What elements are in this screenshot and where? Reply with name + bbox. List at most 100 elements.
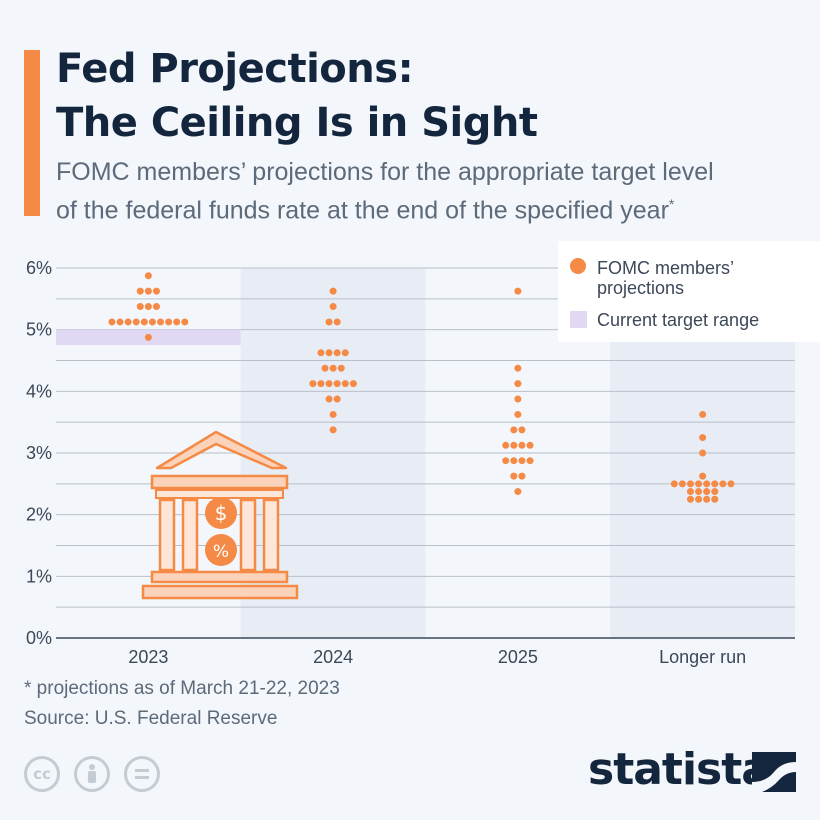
projection-dot — [157, 318, 165, 326]
projection-dot — [136, 287, 144, 295]
projection-dot — [329, 364, 337, 372]
projection-dot — [333, 380, 341, 388]
projection-dot — [325, 395, 333, 403]
projection-dot — [514, 380, 522, 388]
projection-dot — [333, 318, 341, 326]
equals-glyph — [135, 769, 149, 779]
dollar-coin-icon — [205, 497, 237, 529]
chart-title: Fed Projections: The Ceiling Is in Sight — [56, 42, 796, 150]
projection-dot — [108, 318, 116, 326]
subtitle-line-1: FOMC members’ projections for the approp… — [56, 158, 714, 186]
title-line-1: Fed Projections: — [56, 46, 414, 92]
projection-dot — [329, 303, 337, 311]
projection-dot — [349, 380, 357, 388]
statista-logo-icon[interactable] — [752, 752, 796, 792]
projection-dot — [502, 441, 510, 449]
statista-logo[interactable]: statista — [588, 744, 771, 795]
accent-bar — [24, 50, 40, 216]
projection-dot — [518, 441, 526, 449]
projection-dot — [514, 395, 522, 403]
projection-dot — [686, 488, 694, 496]
projection-dot — [678, 480, 686, 488]
projection-dot — [510, 441, 518, 449]
projection-dot — [333, 395, 341, 403]
projection-dot — [699, 434, 707, 442]
projection-dot — [699, 472, 707, 480]
projection-dot — [329, 410, 337, 418]
projection-dot — [144, 303, 152, 311]
projection-dot — [526, 457, 534, 465]
projection-dot — [325, 349, 333, 357]
footnote: * projections as of March 21-22, 2023 — [24, 678, 340, 699]
x-tick-label: 2024 — [313, 647, 353, 667]
projection-dot — [317, 349, 325, 357]
footnote-mark: * — [668, 196, 675, 212]
projection-dot — [514, 364, 522, 372]
y-tick-label: 5% — [26, 320, 52, 340]
projection-dot — [686, 495, 694, 503]
legend-dot-marker — [570, 258, 586, 274]
projection-dot — [518, 457, 526, 465]
projection-dot — [165, 318, 173, 326]
projection-dot — [309, 380, 317, 388]
y-tick-label: 6% — [26, 258, 52, 278]
svg-text:%: % — [213, 542, 229, 562]
projection-dot — [136, 303, 144, 311]
projection-dot — [670, 480, 678, 488]
projection-dot — [510, 457, 518, 465]
x-tick-label: 2025 — [498, 647, 538, 667]
y-tick-label: 3% — [26, 443, 52, 463]
projection-dot — [144, 333, 152, 341]
projection-dot — [321, 364, 329, 372]
projection-dot — [695, 480, 703, 488]
nd-icon[interactable] — [124, 756, 160, 792]
projection-dot — [173, 318, 181, 326]
projection-dot — [699, 410, 707, 418]
projection-dot — [140, 318, 148, 326]
chart-legend: FOMC members’ projections Current target… — [558, 241, 820, 342]
person-glyph — [88, 764, 96, 783]
projection-dot — [703, 495, 711, 503]
projection-dot — [325, 318, 333, 326]
projection-dot — [144, 272, 152, 280]
projection-dot — [329, 287, 337, 295]
dot-plot-chart: $ % 0% 1% 2% 3% 4% 5% 6% 2023 2024 2025 Longer ru… — [26, 241, 820, 667]
x-axis-tick-labels: 2023 2024 2025 Longer run — [128, 647, 746, 667]
projection-dot — [132, 318, 140, 326]
subtitle-line-2: of the federal funds rate at the end of … — [56, 188, 806, 226]
projection-dot — [518, 426, 526, 434]
title-line-2: The Ceiling Is in Sight — [56, 100, 538, 146]
y-axis-tick-labels: 0% 1% 2% 3% 4% 5% 6% — [26, 258, 52, 648]
by-icon[interactable] — [74, 756, 110, 792]
projection-dot — [124, 318, 132, 326]
legend-box — [558, 241, 820, 342]
percent-coin-icon — [205, 534, 237, 566]
projection-dot — [341, 349, 349, 357]
projection-dot — [325, 380, 333, 388]
projection-dot — [711, 488, 719, 496]
projection-dot — [695, 488, 703, 496]
svg-text:$: $ — [215, 501, 228, 525]
projection-dot — [148, 318, 156, 326]
projection-dot — [686, 480, 694, 488]
projection-dot — [152, 303, 160, 311]
projection-dot — [699, 449, 707, 457]
projection-dot — [526, 441, 534, 449]
projection-dot — [502, 457, 510, 465]
projection-dot — [152, 287, 160, 295]
chart-subtitle: FOMC members’ projections for the approp… — [56, 156, 806, 226]
projection-dot — [510, 426, 518, 434]
projection-dots — [108, 272, 735, 503]
projection-dot — [510, 472, 518, 480]
subtitle-text: of the federal funds rate at the end of … — [56, 196, 669, 225]
cc-icon[interactable]: cc — [24, 756, 60, 792]
legend-range-marker — [570, 311, 587, 328]
projection-dot — [514, 287, 522, 295]
projection-dot — [514, 488, 522, 496]
projection-dot — [333, 349, 341, 357]
y-tick-label: 0% — [26, 628, 52, 648]
x-tick-label: Longer run — [659, 647, 746, 667]
projection-dot — [116, 318, 124, 326]
source-note: Source: U.S. Federal Reserve — [24, 708, 278, 729]
y-tick-label: 2% — [26, 505, 52, 525]
